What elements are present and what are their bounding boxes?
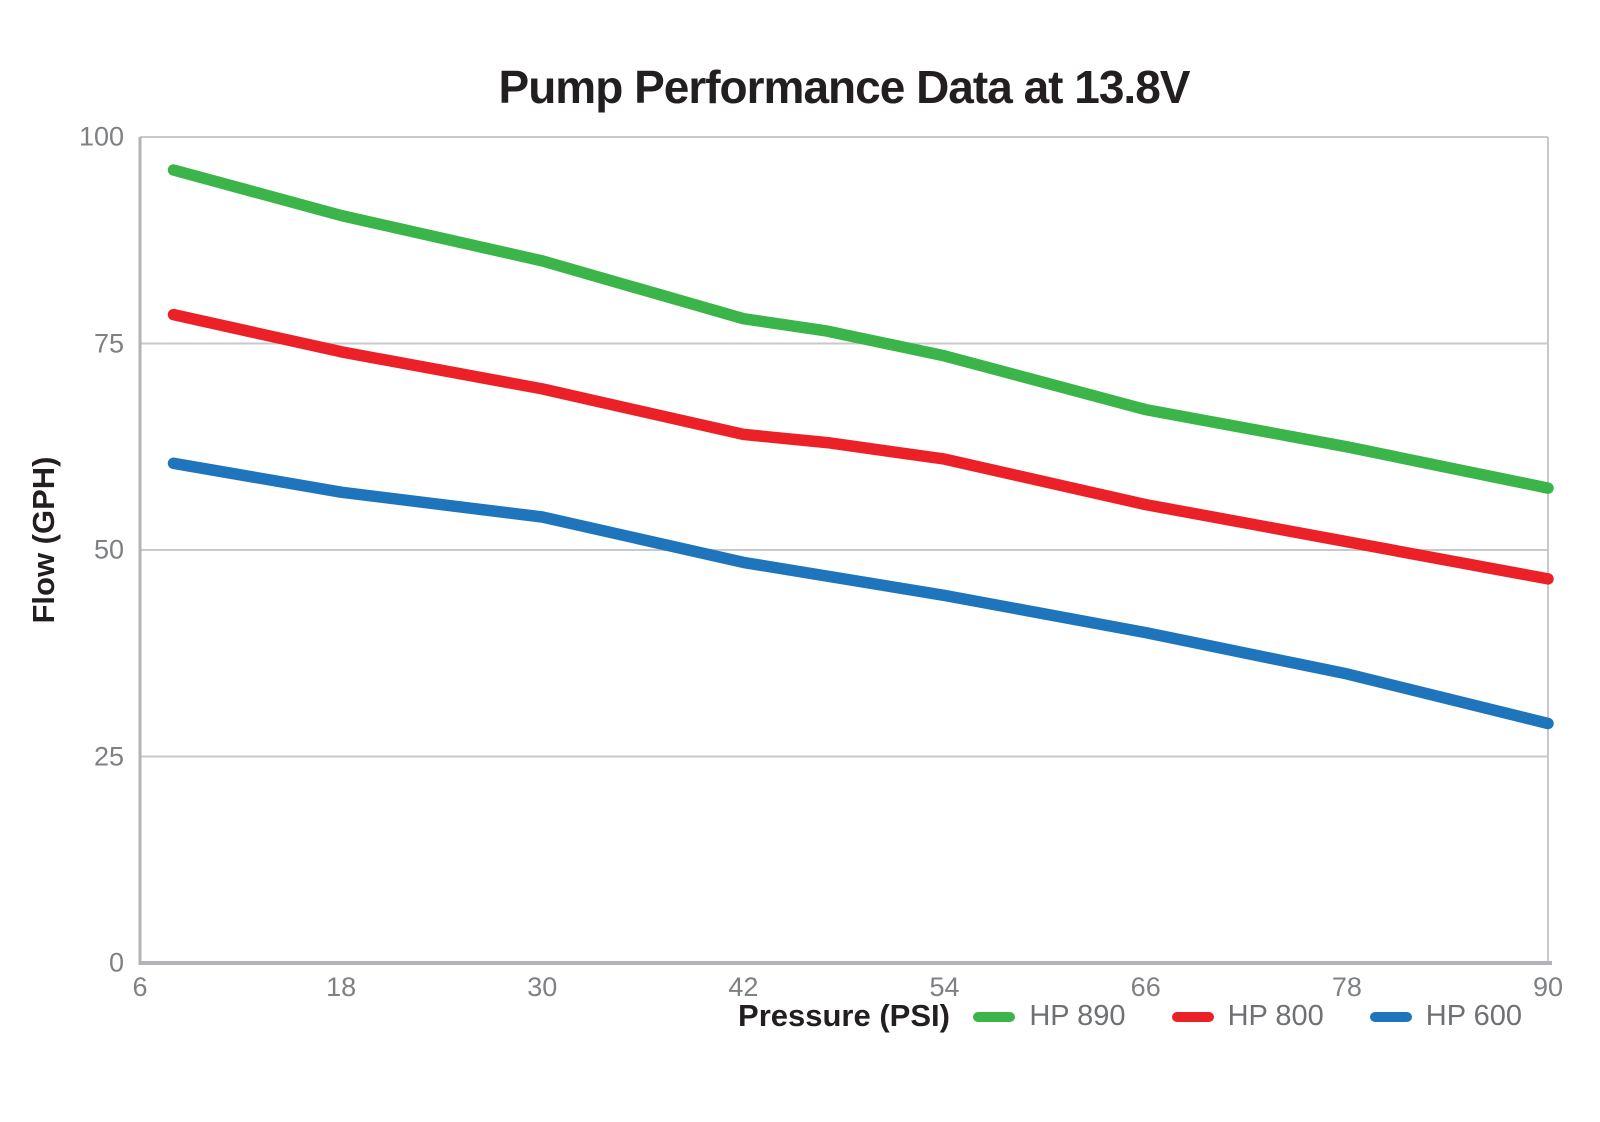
x-tick-label-66: 66: [1130, 972, 1161, 1002]
series-line-hp800: [167, 308, 1554, 585]
x-tick-label-6: 6: [132, 972, 148, 1002]
y-tick-label-100: 100: [78, 121, 124, 152]
x-tick-label-30: 30: [527, 972, 558, 1002]
y-tick-label-75: 75: [93, 328, 124, 358]
series-line-hp600: [167, 457, 1554, 730]
legend: HP 890 HP 800 HP 600: [973, 1000, 1522, 1033]
x-tick-label-54: 54: [929, 972, 960, 1002]
legend-item-hp600: HP 600: [1369, 1000, 1522, 1033]
legend-swatch-hp890-icon: [973, 1011, 1016, 1022]
y-tick-label-25: 25: [93, 741, 124, 771]
x-tick-label-42: 42: [728, 972, 759, 1002]
legend-label-hp600: HP 600: [1425, 1000, 1522, 1032]
legend-item-hp890: HP 890: [973, 1000, 1126, 1033]
x-tick-label-18: 18: [326, 972, 357, 1002]
legend-label-hp890: HP 890: [1029, 1000, 1126, 1032]
legend-item-hp800: HP 800: [1171, 1000, 1324, 1033]
x-tick-label-78: 78: [1331, 972, 1362, 1002]
legend-label-hp800: HP 800: [1227, 1000, 1324, 1032]
legend-swatch-hp600-icon: [1369, 1011, 1412, 1022]
bottom-row: Pressure (PSI) HP 890 HP 800 HP 600: [0, 998, 1600, 1048]
series-line-hp890: [167, 164, 1554, 494]
x-axis-title: Pressure (PSI): [738, 998, 950, 1033]
y-tick-label-50: 50: [93, 534, 124, 565]
legend-swatch-hp800-icon: [1171, 1011, 1214, 1022]
x-tick-label-90: 90: [1532, 972, 1564, 1002]
chart-title: Pump Performance Data at 13.8V: [498, 61, 1191, 113]
y-tick-label-0: 0: [108, 947, 124, 978]
